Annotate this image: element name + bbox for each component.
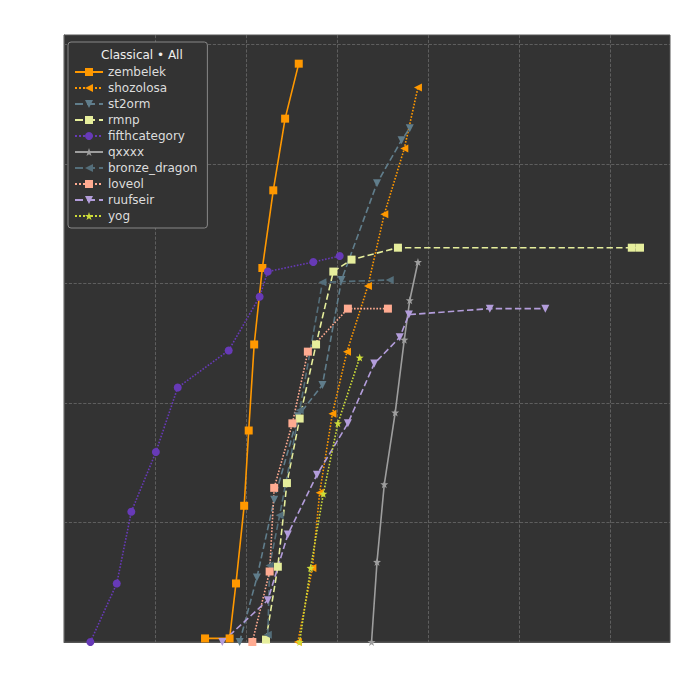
svg-text:rmnp: rmnp (108, 113, 140, 127)
svg-text:Classical • All: Classical • All (101, 48, 183, 62)
svg-text:loveol: loveol (108, 177, 144, 191)
svg-text:bronze_dragon: bronze_dragon (108, 161, 197, 175)
svg-text:fifthcategory: fifthcategory (108, 129, 185, 143)
svg-text:qxxxx: qxxxx (108, 145, 144, 159)
svg-text:zembelek: zembelek (108, 65, 166, 79)
svg-text:st2orm: st2orm (108, 97, 150, 111)
svg-text:shozolosa: shozolosa (108, 81, 167, 95)
svg-text:yog: yog (108, 209, 130, 223)
svg-text:ruufseir: ruufseir (108, 193, 154, 207)
